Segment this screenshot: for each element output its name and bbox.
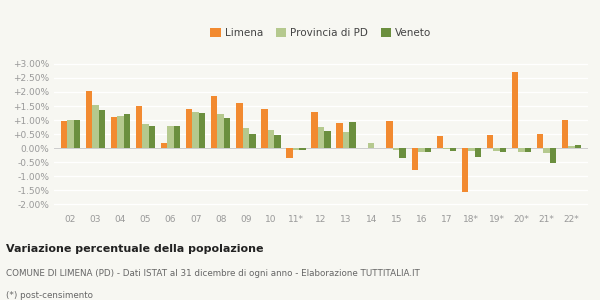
Bar	[193, 112, 199, 148]
Bar	[86, 92, 92, 148]
Bar	[199, 113, 205, 148]
Bar	[110, 117, 117, 148]
Bar	[142, 124, 149, 148]
Bar	[400, 148, 406, 158]
Bar	[425, 148, 431, 152]
Bar	[92, 105, 98, 148]
Legend: Limena, Provincia di PD, Veneto: Limena, Provincia di PD, Veneto	[206, 24, 436, 43]
Bar	[249, 134, 256, 148]
Text: COMUNE DI LIMENA (PD) - Dati ISTAT al 31 dicembre di ogni anno - Elaborazione TU: COMUNE DI LIMENA (PD) - Dati ISTAT al 31…	[6, 268, 420, 278]
Bar	[518, 148, 525, 152]
Bar	[544, 148, 550, 153]
Bar	[311, 112, 318, 148]
Text: Variazione percentuale della popolazione: Variazione percentuale della popolazione	[6, 244, 263, 254]
Bar	[449, 148, 456, 151]
Bar	[67, 120, 74, 148]
Bar	[500, 148, 506, 152]
Bar	[475, 148, 481, 157]
Bar	[525, 148, 532, 152]
Bar	[274, 135, 281, 148]
Bar	[217, 114, 224, 148]
Bar	[493, 148, 500, 151]
Bar	[568, 146, 575, 148]
Bar	[324, 131, 331, 148]
Bar	[418, 148, 425, 152]
Bar	[242, 128, 249, 148]
Bar	[186, 109, 193, 148]
Bar	[149, 126, 155, 148]
Bar	[299, 148, 306, 150]
Bar	[537, 134, 544, 148]
Bar	[368, 142, 374, 148]
Bar	[393, 148, 400, 150]
Bar	[343, 132, 349, 148]
Bar	[468, 148, 475, 151]
Bar	[136, 106, 142, 148]
Bar	[443, 148, 449, 149]
Bar	[550, 148, 556, 163]
Bar	[437, 136, 443, 148]
Bar	[293, 148, 299, 150]
Bar	[336, 123, 343, 148]
Bar	[74, 120, 80, 148]
Bar	[461, 148, 468, 192]
Bar	[236, 103, 242, 148]
Bar	[98, 110, 105, 148]
Bar	[318, 127, 324, 148]
Text: (*) post-censimento: (*) post-censimento	[6, 291, 93, 300]
Bar	[167, 126, 174, 148]
Bar	[349, 122, 356, 148]
Bar	[161, 143, 167, 148]
Bar	[487, 135, 493, 148]
Bar	[224, 118, 230, 148]
Bar	[117, 116, 124, 148]
Bar	[286, 148, 293, 158]
Bar	[412, 148, 418, 170]
Bar	[61, 122, 67, 148]
Bar	[174, 126, 181, 148]
Bar	[268, 130, 274, 148]
Bar	[562, 120, 568, 148]
Bar	[124, 114, 130, 148]
Bar	[512, 72, 518, 148]
Bar	[386, 121, 393, 148]
Bar	[575, 146, 581, 148]
Bar	[211, 96, 217, 148]
Bar	[261, 110, 268, 148]
